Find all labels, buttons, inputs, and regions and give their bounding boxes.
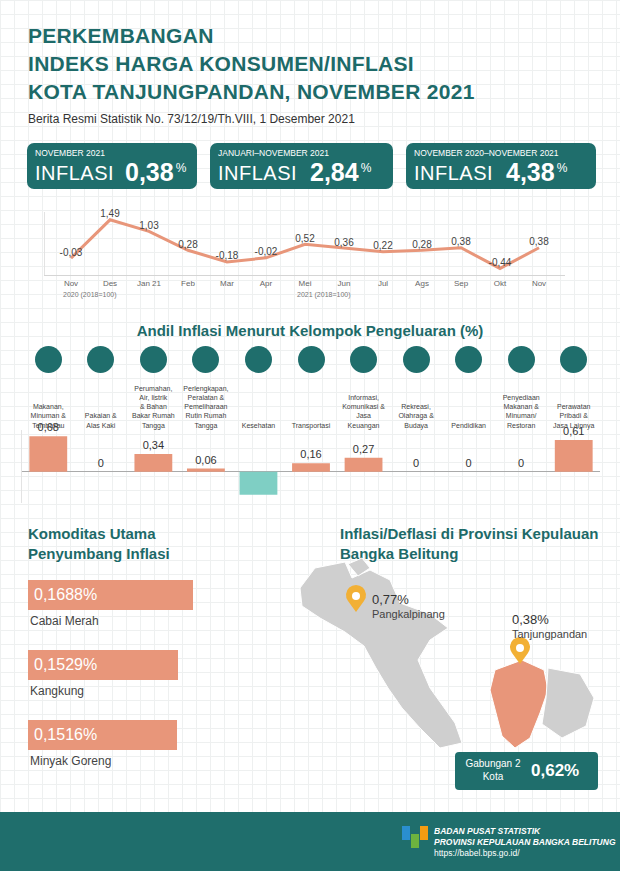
html-text:Tanjungpandan: Tanjungpandan <box>512 628 588 640</box>
svg-text:0,36: 0,36 <box>334 237 354 248</box>
html-text:0,62%: 0,62% <box>531 761 580 780</box>
html-text:Pangkalpinang: Pangkalpinang <box>372 608 445 620</box>
svg-text:Ags: Ags <box>415 279 429 288</box>
html-text:NOVEMBER 2020–NOVEMBER 2021: NOVEMBER 2020–NOVEMBER 2021 <box>414 148 559 158</box>
svg-text:Perlengkapan,Peralatan &Pemeli: Perlengkapan,Peralatan &PemeliharaanRuti… <box>183 385 228 429</box>
html-text:PERKEMBANGAN: PERKEMBANGAN <box>28 24 214 47</box>
svg-text:PenyediaanMakanan &Minuman/Res: PenyediaanMakanan &Minuman/Restoran <box>503 394 540 428</box>
html-text:Minyak Goreng: Minyak Goreng <box>30 754 112 768</box>
html-text:Kangkung: Kangkung <box>30 684 84 698</box>
svg-text:0: 0 <box>413 457 419 469</box>
svg-text:Jun: Jun <box>338 279 351 288</box>
svg-text:Mar: Mar <box>220 279 234 288</box>
html-text:0,1688%: 0,1688% <box>34 586 98 603</box>
svg-text:Mei: Mei <box>299 279 312 288</box>
svg-text:Apr: Apr <box>260 279 273 288</box>
svg-text:Kesehatan: Kesehatan <box>242 422 276 429</box>
svg-text:0,27: 0,27 <box>353 443 374 455</box>
svg-text:Transportasi: Transportasi <box>292 422 331 430</box>
svg-text:0: 0 <box>98 457 104 469</box>
svg-text:Rekreasi,Olahraga &Budaya: Rekreasi,Olahraga &Budaya <box>398 403 434 429</box>
svg-text:0,68: 0,68 <box>38 421 59 433</box>
svg-text:Des: Des <box>103 279 117 288</box>
svg-text:Jan 21: Jan 21 <box>137 279 162 288</box>
html-text:Andil Inflasi Menurut Kelompok: Andil Inflasi Menurut Kelompok Pengeluar… <box>136 322 484 339</box>
svg-text:0,38: 0,38 <box>529 236 549 247</box>
html-text:0,38%: 0,38% <box>125 158 187 186</box>
html-text:Cabai Merah: Cabai Merah <box>30 614 99 628</box>
html-text:PROVINSI KEPULAUAN BANGKA BELI: PROVINSI KEPULAUAN BANGKA BELITUNG <box>434 837 616 847</box>
svg-text:0,28: 0,28 <box>178 239 198 250</box>
svg-text:Pakaian &Alas Kaki: Pakaian &Alas Kaki <box>85 413 117 429</box>
html-text:0,1529%: 0,1529% <box>34 656 98 673</box>
html-text:0,1516%: 0,1516% <box>34 726 98 743</box>
svg-text:PerawatanPribadi &Jasa Lainnya: PerawatanPribadi &Jasa Lainnya <box>553 403 594 429</box>
svg-text:Informasi,Komunikasi &JasaKeua: Informasi,Komunikasi &JasaKeuangan <box>342 394 385 429</box>
svg-text:Okt: Okt <box>494 279 507 288</box>
svg-text:-0,44: -0,44 <box>489 257 512 268</box>
svg-text:-0,02: -0,02 <box>255 246 278 257</box>
html-text:2,84%: 2,84% <box>310 158 372 186</box>
html-text:Gabungan 2 Kota: Gabungan 2 Kota <box>465 758 521 782</box>
html-text:BADAN PUSAT STATISTIK: BADAN PUSAT STATISTIK <box>434 826 541 836</box>
html-text:Inflasi/Deflasi di Provinsi Ke: Inflasi/Deflasi di Provinsi Kepulauan Ba… <box>340 525 599 562</box>
svg-text:0,28: 0,28 <box>412 239 432 250</box>
svg-text:0,34: 0,34 <box>143 439 164 451</box>
svg-text:2021 (2018=100): 2021 (2018=100) <box>297 291 351 299</box>
svg-text:Jul: Jul <box>378 279 388 288</box>
svg-text:Nov: Nov <box>64 279 78 288</box>
html-text:https://babel.bps.go.id/: https://babel.bps.go.id/ <box>434 848 520 858</box>
html-text:JANUARI–NOVEMBER 2021: JANUARI–NOVEMBER 2021 <box>218 148 329 158</box>
svg-text:2020 (2018=100): 2020 (2018=100) <box>63 291 117 299</box>
html-text:INFLASI: INFLASI <box>35 162 115 184</box>
svg-text:Makanan,Minuman &Tembakau: Makanan,Minuman &Tembakau <box>31 403 67 428</box>
html-text:INDEKS HARGA KONSUMEN/INFLASI: INDEKS HARGA KONSUMEN/INFLASI <box>28 52 414 75</box>
svg-text:Pendidikan: Pendidikan <box>451 422 486 429</box>
svg-text:0,22: 0,22 <box>373 240 393 251</box>
svg-text:0: 0 <box>518 457 524 469</box>
svg-text:1,49: 1,49 <box>100 208 120 219</box>
svg-text:0,06: 0,06 <box>195 454 216 466</box>
svg-text:Sep: Sep <box>454 279 469 288</box>
html-text:Berita Resmi Statistik No. 73/: Berita Resmi Statistik No. 73/12/19/Th.V… <box>28 112 355 126</box>
svg-text:Feb: Feb <box>181 279 195 288</box>
svg-text:1,03: 1,03 <box>139 220 159 231</box>
svg-text:0,16: 0,16 <box>300 448 321 460</box>
html-text:0,77%: 0,77% <box>372 592 409 607</box>
html-text:INFLASI: INFLASI <box>414 162 494 184</box>
svg-text:Perumahan,Air, listrik& BahanB: Perumahan,Air, listrik& BahanBakar Rumah… <box>132 385 175 429</box>
html-text:NOVEMBER 2021: NOVEMBER 2021 <box>35 148 105 158</box>
html-text:0,38%: 0,38% <box>512 612 549 627</box>
svg-text:-0,18: -0,18 <box>216 250 239 261</box>
svg-text:0,38: 0,38 <box>451 236 471 247</box>
svg-text:-0,03: -0,03 <box>60 247 83 258</box>
svg-text:0,52: 0,52 <box>295 233 315 244</box>
html-text:INFLASI: INFLASI <box>218 162 298 184</box>
html-text:Komoditas Utama Penyumbang Inf: Komoditas Utama Penyumbang Inflasi <box>28 525 170 562</box>
html-text:4,38%: 4,38% <box>506 158 568 186</box>
html-text:KOTA TANJUNGPANDAN, NOVEMBER 2: KOTA TANJUNGPANDAN, NOVEMBER 2021 <box>28 80 475 103</box>
svg-text:Nov: Nov <box>532 279 546 288</box>
svg-text:0: 0 <box>466 457 472 469</box>
svg-text:0,61: 0,61 <box>563 425 584 437</box>
